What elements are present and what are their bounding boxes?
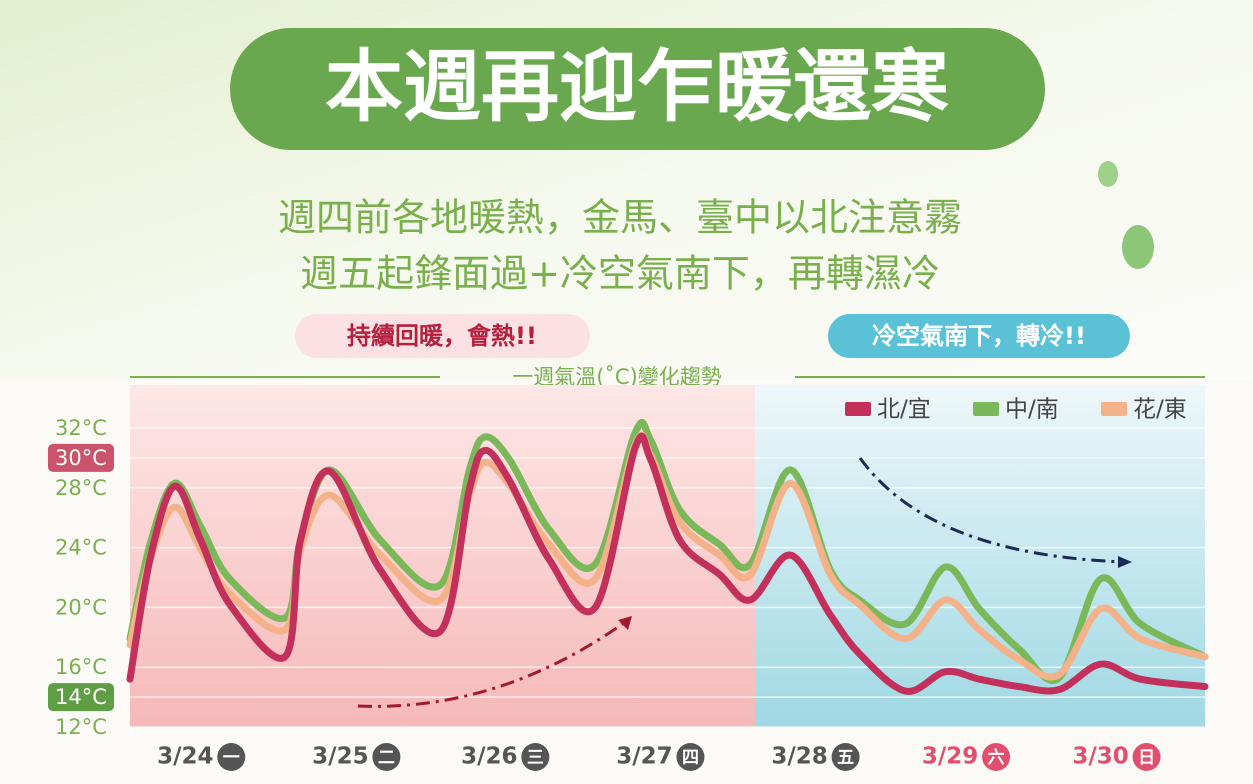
y-tick-label: 14°C	[55, 685, 107, 709]
y-tick-label: 32°C	[55, 416, 107, 440]
arrow-head	[1118, 556, 1132, 568]
y-tick-label: 28°C	[55, 476, 107, 500]
weekday-label: 三	[527, 748, 544, 768]
x-tick-label: 3/26	[461, 744, 517, 770]
annotation-pill	[295, 314, 590, 358]
weekday-label: 四	[682, 748, 699, 768]
legend-label: 北/宜	[877, 397, 931, 423]
trend-arrow	[858, 457, 1126, 564]
leaf	[1098, 161, 1118, 187]
y-tick-label: 12°C	[55, 715, 107, 739]
arrow-head	[618, 616, 632, 630]
trend-arrow	[357, 618, 629, 708]
legend-label: 中/南	[1005, 397, 1059, 423]
cold-period	[755, 385, 1205, 727]
annotation-pill	[828, 314, 1130, 358]
x-tick-label: 3/27	[616, 744, 672, 770]
weekday-label: 一	[223, 748, 240, 768]
weekday-badge	[521, 743, 550, 771]
legend-swatch	[1101, 402, 1127, 416]
legend-swatch	[845, 402, 871, 416]
leaf	[1122, 225, 1154, 269]
weekday-badge	[372, 743, 401, 771]
weekday-badge	[1132, 743, 1161, 771]
title-pill	[230, 28, 1045, 150]
series-line	[126, 432, 1209, 695]
weekday-label: 二	[378, 748, 395, 768]
tick-badge	[48, 683, 114, 712]
weekday-label: 五	[837, 748, 854, 768]
annotation: 冷空氣南下，轉冷!!	[872, 322, 1086, 350]
weekday-label: 六	[988, 747, 1005, 768]
title: 本週再迎乍暖還寒	[325, 42, 949, 132]
weekday-badge	[217, 743, 246, 771]
y-tick-label: 24°C	[55, 536, 107, 560]
weekday-badge	[982, 743, 1011, 771]
subtitle: 週五起鋒面過+冷空氣南下，再轉濕冷	[300, 252, 940, 296]
x-tick-label: 3/25	[312, 744, 368, 770]
y-tick-label: 16°C	[55, 655, 107, 679]
x-tick-label: 3/28	[771, 744, 827, 770]
weekday-label: 日	[1138, 748, 1155, 768]
annotation: 持續回暖，會熱!!	[347, 322, 537, 350]
tick-badge	[48, 443, 114, 472]
x-tick-label: 3/24	[157, 744, 213, 770]
weekday-badge	[676, 743, 705, 771]
subtitle: 週四前各地暖熱，金馬、臺中以北注意霧	[278, 196, 962, 240]
warm-period	[130, 385, 755, 727]
y-tick-label: 30°C	[55, 446, 107, 470]
weekday-badge	[831, 743, 860, 771]
y-tick-label: 20°C	[55, 595, 107, 619]
x-tick-label: 3/29	[922, 744, 978, 770]
legend-label: 花/東	[1133, 397, 1187, 423]
x-tick-label: 3/30	[1072, 744, 1128, 770]
legend-swatch	[973, 402, 999, 416]
